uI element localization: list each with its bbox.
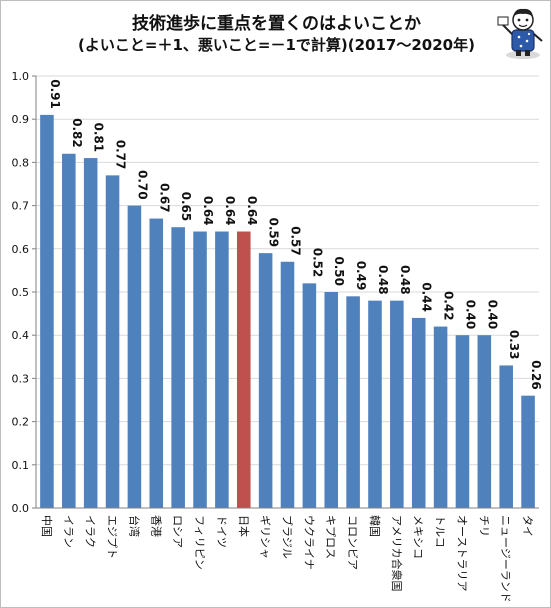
- bar: [171, 227, 185, 508]
- bar: [302, 283, 317, 508]
- x-tick-label: ブラジル: [281, 515, 295, 559]
- value-label: 0.77: [114, 140, 128, 170]
- y-tick-label: 0.2: [12, 416, 30, 429]
- bars: [40, 114, 535, 509]
- y-tick-label: 1.0: [12, 70, 30, 83]
- value-label: 0.64: [245, 196, 259, 226]
- bar: [280, 261, 295, 508]
- y-tick-label: 0.8: [12, 156, 30, 169]
- bar: [346, 296, 360, 508]
- bar: [455, 335, 470, 508]
- value-label: 0.64: [201, 196, 215, 226]
- x-tick-label: アメリカ合衆国: [390, 515, 404, 591]
- x-tick-label: オーストラリア: [455, 515, 468, 591]
- x-tick-label: 台湾: [127, 515, 141, 537]
- value-label: 0.81: [92, 122, 106, 152]
- value-label: 0.82: [70, 118, 84, 148]
- value-label: 0.91: [48, 79, 62, 109]
- x-tick-label: エジプト: [106, 515, 119, 559]
- x-axis-labels: 中国 イラン イラク エジプト 台湾 香港 ロシア フィリピン ドイツ 日本 ギリシャ ブラジル ウクラ…: [40, 515, 534, 603]
- bar: [433, 326, 448, 508]
- x-tick-label: チリ: [477, 515, 490, 537]
- value-label: 0.59: [267, 218, 281, 248]
- bar: [62, 153, 76, 508]
- bar: [368, 300, 382, 508]
- value-label: 0.40: [463, 300, 477, 330]
- value-label: 0.44: [420, 282, 434, 312]
- x-tick-label: ギリシャ: [259, 515, 272, 559]
- bar: [40, 114, 54, 508]
- x-tick-label: メキシコ: [412, 515, 425, 559]
- value-label: 0.26: [529, 360, 543, 390]
- bar: [149, 218, 164, 508]
- x-tick-label: 韓国: [368, 515, 381, 537]
- y-tick-label: 0.7: [12, 200, 30, 213]
- bar: [215, 231, 229, 508]
- value-label: 0.40: [485, 300, 499, 330]
- y-tick-label: 0.5: [12, 286, 30, 299]
- y-tick-label: 0.3: [12, 372, 30, 385]
- y-tick-label: 0.6: [12, 243, 30, 256]
- bar: [390, 300, 404, 508]
- x-tick-label: 日本: [237, 515, 251, 537]
- value-label: 0.64: [223, 196, 237, 226]
- bar: [521, 395, 535, 508]
- x-tick-label: ニュージーランド: [499, 515, 512, 603]
- x-tick-label: トルコ: [434, 515, 447, 548]
- y-axis-ticks: 0.0 0.1 0.2 0.3 0.4 0.5 0.6 0.7 0.8 0.9 1.0: [12, 70, 36, 515]
- bar: [105, 175, 120, 509]
- bar: [324, 292, 339, 508]
- x-tick-label: タイ: [521, 515, 534, 537]
- value-label: 0.57: [289, 226, 303, 256]
- value-label: 0.33: [507, 330, 521, 360]
- y-tick-label: 0.4: [12, 329, 30, 342]
- value-label: 0.52: [310, 248, 324, 278]
- value-label: 0.70: [135, 170, 149, 200]
- bar: [193, 231, 207, 508]
- value-label: 0.48: [376, 265, 390, 295]
- axes: [35, 76, 539, 509]
- y-tick-label: 0.1: [12, 459, 30, 472]
- x-tick-label: コロンビア: [346, 515, 359, 570]
- x-tick-label: ドイツ: [215, 515, 228, 548]
- bar: [411, 317, 426, 508]
- x-tick-label: 香港: [149, 515, 162, 537]
- bar: [127, 205, 142, 508]
- value-label: 0.42: [442, 291, 456, 321]
- x-tick-label: 中国: [40, 515, 53, 537]
- value-label: 0.67: [157, 183, 171, 213]
- value-labels: 0.91 0.82 0.81 0.77 0.70 0.67 0.65 0.64 0.64 0.64…: [48, 79, 543, 389]
- y-tick-label: 0.0: [12, 502, 30, 515]
- x-tick-label: フィリピン: [193, 515, 206, 570]
- value-label: 0.50: [332, 256, 346, 286]
- x-tick-label: イラン: [62, 515, 75, 548]
- bar: [477, 335, 492, 508]
- x-tick-label: ウクライナ: [302, 515, 315, 570]
- y-tick-label: 0.9: [12, 113, 30, 126]
- bar: [236, 231, 251, 508]
- value-label: 0.65: [179, 192, 193, 222]
- bar: [83, 158, 98, 508]
- value-label: 0.49: [354, 261, 368, 291]
- x-tick-label: イラク: [84, 515, 97, 548]
- bar: [499, 365, 513, 508]
- chart-subtitle: (よいこと=＋1、悪いこと=－1で計算)(2017～2020年): [78, 36, 475, 54]
- bar: [258, 253, 273, 508]
- mascot-illustration: [497, 8, 543, 59]
- chart-title: 技術進歩に重点を置くのはよいことか: [132, 14, 421, 34]
- x-tick-label: キプロス: [324, 515, 337, 559]
- value-label: 0.48: [398, 265, 412, 295]
- x-tick-label: ロシア: [171, 515, 184, 548]
